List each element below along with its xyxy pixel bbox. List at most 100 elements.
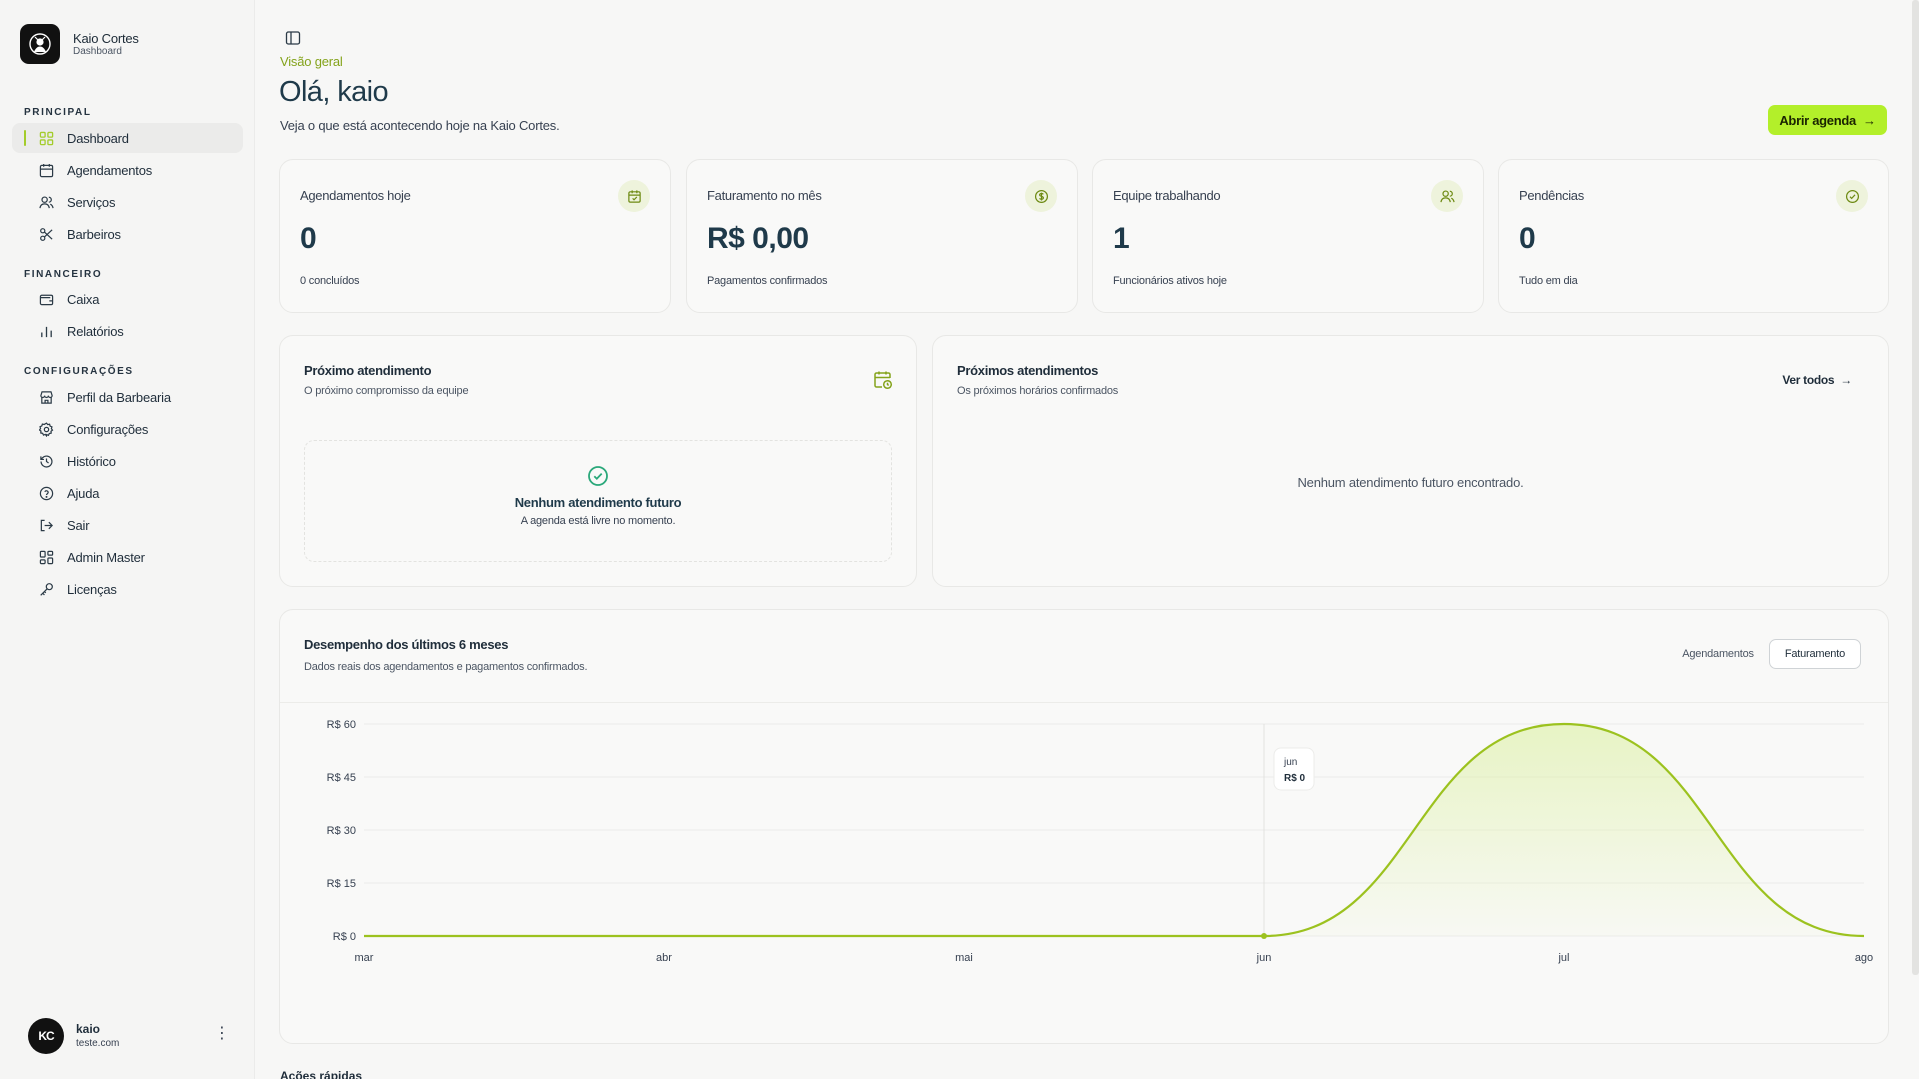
gear-icon bbox=[38, 421, 54, 437]
brand[interactable]: Kaio Cortes Dashboard bbox=[20, 24, 139, 64]
calendar-clock-icon bbox=[873, 370, 893, 390]
x-tick-label: mai bbox=[955, 952, 973, 964]
y-tick-label: R$ 0 bbox=[333, 931, 356, 943]
next-appointment-panel: Próximo atendimento O próximo compromiss… bbox=[279, 335, 917, 587]
avatar: KC bbox=[28, 1018, 64, 1054]
sidebar-item-agendamentos[interactable]: Agendamentos bbox=[12, 155, 243, 185]
stat-title: Pendências bbox=[1519, 188, 1584, 203]
scrollbar[interactable] bbox=[1912, 0, 1919, 975]
empty-subtitle: A agenda está livre no momento. bbox=[520, 515, 676, 527]
sidebar-item-label: Configurações bbox=[67, 421, 149, 437]
brand-subtitle: Dashboard bbox=[73, 45, 122, 57]
stat-foot: Funcionários ativos hoje bbox=[1113, 275, 1227, 287]
sidebar-item-label: Barbeiros bbox=[67, 226, 121, 242]
panel-title: Próximos atendimentos bbox=[957, 363, 1099, 378]
empty-title: Nenhum atendimento futuro bbox=[514, 495, 682, 510]
page-eyebrow: Visão geral bbox=[280, 54, 343, 69]
sidebar-item-barbeiros[interactable]: Barbeiros bbox=[12, 219, 243, 249]
calendar-icon bbox=[38, 162, 54, 178]
sidebar-item-configuracoes[interactable]: Configurações bbox=[12, 414, 243, 444]
x-tick-label: ago bbox=[1855, 952, 1873, 964]
stat-value: 0 bbox=[1519, 222, 1536, 255]
sidebar-item-label: Caixa bbox=[67, 291, 100, 307]
series-area bbox=[364, 724, 1864, 936]
wallet-icon bbox=[38, 291, 54, 307]
sidebar-toggle-icon[interactable] bbox=[285, 30, 303, 48]
metric-toggle: Agendamentos Faturamento bbox=[1667, 639, 1861, 669]
check-circle-icon bbox=[1836, 180, 1868, 212]
stat-card-pendencias: Pendências 0 Tudo em dia bbox=[1498, 159, 1889, 313]
sidebar-item-sair[interactable]: Sair bbox=[12, 510, 243, 540]
store-icon bbox=[38, 389, 54, 405]
x-tick-label: mar bbox=[355, 952, 374, 964]
quick-actions-title: Ações rápidas bbox=[280, 1069, 363, 1079]
panel-subtitle: Dados reais dos agendamentos e pagamento… bbox=[304, 661, 588, 673]
sidebar-item-label: Perfil da Barbearia bbox=[67, 389, 171, 405]
users-icon bbox=[38, 194, 54, 210]
y-tick-label: R$ 15 bbox=[327, 878, 356, 890]
toggle-agendamentos[interactable]: Agendamentos bbox=[1682, 648, 1754, 660]
panel-subtitle: Os próximos horários confirmados bbox=[957, 385, 1119, 397]
users-icon bbox=[1431, 180, 1463, 212]
divider bbox=[280, 702, 1888, 703]
sidebar-item-relatorios[interactable]: Relatórios bbox=[12, 316, 243, 346]
scissors-icon bbox=[38, 226, 54, 242]
page-title: Olá, kaio bbox=[279, 76, 389, 108]
y-tick-label: R$ 60 bbox=[327, 719, 356, 731]
upcoming-panel: Próximos atendimentos Os próximos horári… bbox=[932, 335, 1889, 587]
sidebar-item-label: Agendamentos bbox=[67, 162, 153, 178]
x-tick-label: jun bbox=[1256, 952, 1272, 964]
nav-section-configuracoes: CONFIGURAÇÕES bbox=[24, 366, 134, 377]
brand-name: Kaio Cortes bbox=[73, 30, 139, 46]
sidebar-item-dashboard[interactable]: Dashboard bbox=[12, 123, 243, 153]
key-icon bbox=[38, 581, 54, 597]
check-circle-icon bbox=[587, 465, 609, 487]
view-all-link[interactable]: Ver todos → bbox=[1782, 373, 1852, 387]
stat-card-agendamentos: Agendamentos hoje 0 0 concluídos bbox=[279, 159, 671, 313]
sidebar-item-ajuda[interactable]: Ajuda bbox=[12, 478, 243, 508]
sidebar-item-servicos[interactable]: Serviços bbox=[12, 187, 243, 217]
stat-value: 0 bbox=[300, 222, 317, 255]
stat-foot: 0 concluídos bbox=[300, 275, 360, 287]
sidebar-item-caixa[interactable]: Caixa bbox=[12, 284, 243, 314]
stat-title: Faturamento no mês bbox=[707, 188, 822, 203]
tooltip-value: R$ 0 bbox=[1284, 773, 1306, 784]
open-agenda-button[interactable]: Abrir agenda → bbox=[1768, 105, 1887, 135]
sidebar-item-label: Sair bbox=[67, 517, 90, 533]
x-tick-label: abr bbox=[656, 952, 672, 964]
calendar-check-icon bbox=[618, 180, 650, 212]
stat-foot: Tudo em dia bbox=[1519, 275, 1578, 287]
stat-title: Agendamentos hoje bbox=[300, 188, 411, 203]
panel-title: Próximo atendimento bbox=[304, 363, 432, 378]
tooltip-label: jun bbox=[1283, 757, 1297, 768]
more-vertical-icon[interactable]: ⋮ bbox=[214, 1025, 230, 1042]
sidebar-item-label: Ajuda bbox=[67, 485, 100, 501]
stat-value: 1 bbox=[1113, 222, 1130, 255]
sidebar-item-label: Relatórios bbox=[67, 323, 124, 339]
user-name: kaio bbox=[76, 1022, 101, 1036]
nav-section-financeiro: FINANCEIRO bbox=[24, 269, 103, 280]
sidebar-item-admin-master[interactable]: Admin Master bbox=[12, 542, 243, 572]
x-tick-label: jul bbox=[1557, 952, 1569, 964]
sidebar-item-perfil[interactable]: Perfil da Barbearia bbox=[12, 382, 243, 412]
panel-title: Desempenho dos últimos 6 meses bbox=[304, 637, 509, 652]
sidebar-item-label: Dashboard bbox=[67, 130, 129, 146]
stat-foot: Pagamentos confirmados bbox=[707, 275, 828, 287]
stat-card-equipe: Equipe trabalhando 1 Funcionários ativos… bbox=[1092, 159, 1484, 313]
dollar-circle-icon bbox=[1025, 180, 1057, 212]
sidebar-item-label: Licenças bbox=[67, 581, 117, 597]
open-agenda-label: Abrir agenda bbox=[1779, 112, 1856, 128]
empty-state: Nenhum atendimento futuro A agenda está … bbox=[304, 440, 892, 562]
sidebar-item-label: Admin Master bbox=[67, 549, 145, 565]
sidebar-item-historico[interactable]: Histórico bbox=[12, 446, 243, 476]
sidebar-item-label: Histórico bbox=[67, 453, 116, 469]
empty-message: Nenhum atendimento futuro encontrado. bbox=[1297, 475, 1524, 490]
toggle-faturamento[interactable]: Faturamento bbox=[1768, 639, 1861, 669]
history-icon bbox=[38, 453, 54, 469]
active-point bbox=[1261, 933, 1267, 939]
user-profile[interactable]: KC kaio teste.com ⋮ bbox=[28, 1018, 230, 1054]
stat-card-faturamento: Faturamento no mês R$ 0,00 Pagamentos co… bbox=[686, 159, 1078, 313]
barber-logo-icon bbox=[29, 33, 51, 55]
sidebar-item-licencas[interactable]: Licenças bbox=[12, 574, 243, 604]
y-tick-label: R$ 45 bbox=[327, 772, 356, 784]
